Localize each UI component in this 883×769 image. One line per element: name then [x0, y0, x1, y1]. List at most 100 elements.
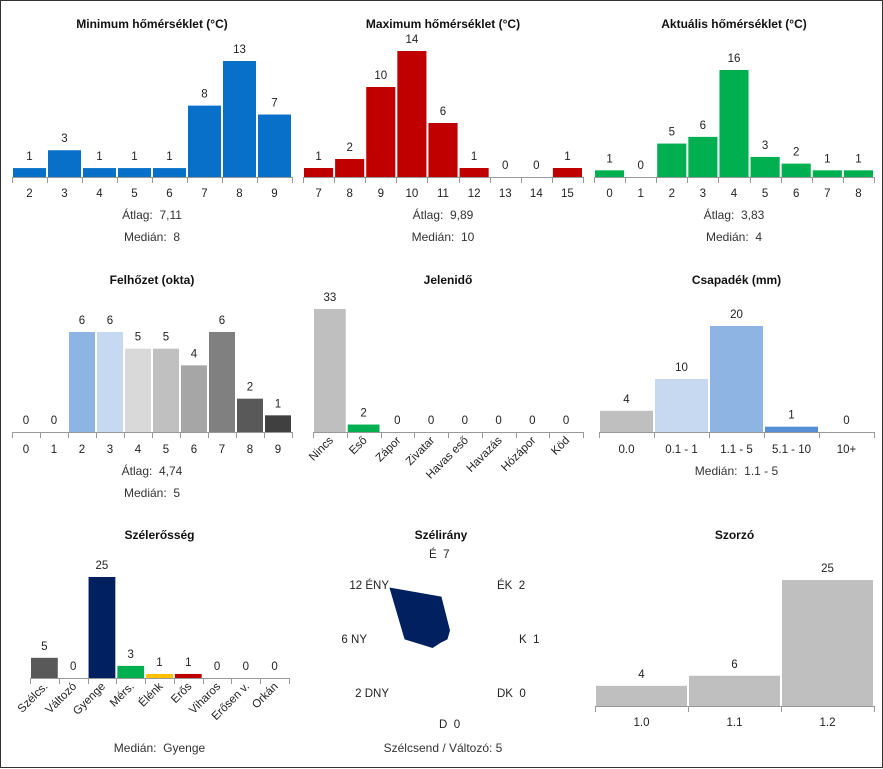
precip-stat-0: Medián: 1.1 - 5: [695, 464, 779, 478]
precip-tick-label-0: 0.0: [619, 444, 635, 456]
precip-title: Csapadék (mm): [692, 273, 781, 287]
max-temp-value-label-2: 10: [374, 70, 387, 82]
wind-dir-footer: Szélcsend / Változó: 5: [384, 741, 503, 755]
cur-temp-value-label-8: 1: [855, 153, 861, 165]
min-temp-stat-value: 8: [173, 230, 180, 244]
cloud-tick-label-9: 9: [275, 444, 281, 456]
wind-speed-bar-3: [117, 665, 145, 678]
precip-tick-label-3: 5.1 - 10: [772, 444, 811, 456]
precip-value-label-3: 1: [788, 410, 794, 422]
wind-dir-dir-4: D 0: [439, 719, 460, 731]
wind-dir-dir-label: D: [439, 719, 454, 731]
weather-tick-label-0: Nincs: [307, 434, 336, 463]
cur-temp-value-label-6: 2: [793, 147, 799, 159]
wind-speed-value-label-7: 0: [243, 661, 249, 673]
min-temp-stat-value: 7,11: [159, 208, 182, 222]
wind-speed-value-label-6: 0: [214, 661, 220, 673]
weather-value-label-1: 2: [360, 408, 366, 420]
wind-speed-value-label-8: 0: [271, 661, 277, 673]
max-temp-chart: Maximum hőmérséklet (°C)1728109141061111…: [303, 17, 584, 244]
min-temp-tick-label-6: 8: [236, 188, 242, 200]
max-temp-stat-value: 10: [461, 230, 475, 244]
weather-tick-label-5: Havazás: [465, 434, 505, 474]
precip-bar-1: [655, 379, 708, 432]
cloud-tick-label-7: 7: [219, 444, 225, 456]
precip-stat-label: Medián:: [695, 464, 744, 478]
weather-value-label-6: 0: [529, 415, 535, 427]
max-temp-bar-4: [428, 123, 458, 177]
wind-dir-dir-value: 1: [533, 634, 539, 646]
cur-temp-title: Aktuális hőmérséklet (°C): [661, 17, 807, 31]
wind-speed-value-label-5: 1: [185, 657, 191, 669]
weather-tick-label-1: Eső: [347, 435, 370, 458]
wind-dir-dir-value: 2: [519, 580, 525, 592]
max-temp-value-label-0: 1: [315, 151, 321, 163]
wind-dir-dir-7: 12 ÉNY: [349, 579, 389, 592]
max-temp-tick-label-4: 11: [437, 188, 449, 200]
precip-stat-value: 1.1 - 5: [744, 464, 778, 478]
max-temp-value-label-6: 0: [502, 160, 508, 172]
cur-temp-tick-label-2: 2: [669, 188, 675, 200]
min-temp-value-label-0: 1: [26, 151, 32, 163]
wind-speed-tick-label-8: Orkán: [250, 681, 281, 712]
precip-tick-label-4: 10+: [837, 444, 857, 456]
min-temp-bar-5: [188, 105, 221, 177]
min-temp-tick-label-4: 6: [166, 188, 172, 200]
cur-temp-bar-2: [657, 143, 687, 177]
wind-dir-dir-value: 0: [519, 688, 525, 700]
multiplier-chart: Szorzó 4 1.0 6 1.1 25 1.2: [595, 528, 875, 729]
multiplier-bar-1: [689, 675, 780, 706]
cur-temp-bar-4: [719, 70, 749, 177]
wind-speed-tick-label-5: Erős: [169, 680, 194, 705]
max-temp-tick-label-8: 15: [561, 188, 574, 200]
max-temp-value-label-5: 1: [471, 151, 477, 163]
cur-temp-value-label-1: 0: [637, 160, 643, 172]
cur-temp-tick-label-3: 3: [700, 188, 706, 200]
wind-dir-dir-6: 6 NY: [341, 634, 367, 646]
wind-speed-bar-2: [88, 577, 116, 678]
cloud-bar-4: [125, 348, 151, 432]
wind-dir-dir-1: ÉK 2: [497, 579, 525, 592]
cur-temp-bar-3: [688, 136, 718, 177]
wind-dir-dir-label: ÉK: [497, 579, 519, 592]
cloud-tick-label-2: 2: [79, 444, 85, 456]
wind-dir-dir-value: 2: [355, 688, 365, 700]
cur-temp-value-label-7: 1: [824, 153, 830, 165]
min-temp-tick-label-7: 9: [271, 188, 277, 200]
cloud-value-label-8: 2: [247, 382, 253, 394]
wind-dir-dir-5: 2 DNY: [355, 688, 389, 700]
min-temp-bar-4: [153, 168, 186, 177]
wind-speed-stat-0: Medián: Gyenge: [114, 741, 206, 755]
cur-temp-stat-value: 3,83: [741, 208, 765, 222]
cloud-value-label-3: 6: [107, 315, 113, 327]
wind-dir-dir-value: 12: [349, 580, 365, 592]
cur-temp-bar-0: [595, 170, 625, 177]
cloud-title: Felhőzet (okta): [110, 273, 195, 287]
wind-speed-title: Szélerősség: [124, 528, 194, 542]
precip-tick-label-1: 0.1 - 1: [665, 444, 698, 456]
cur-temp-value-label-2: 5: [669, 127, 675, 139]
min-temp-bar-7: [258, 114, 291, 177]
cloud-chart: Felhőzet (okta) 0 0 0 1 6 2 6 3 5 4 5 5 4 6 6 7 2 8 1 9 Átlag…: [12, 273, 293, 500]
wind-dir-dir-label: DK: [497, 688, 519, 700]
wind-speed-value-label-4: 1: [156, 657, 162, 669]
cur-temp-value-label-4: 16: [728, 53, 741, 65]
cloud-value-label-1: 0: [51, 415, 57, 427]
max-temp-tick-label-3: 10: [405, 188, 418, 200]
cur-temp-bar-6: [781, 163, 811, 177]
wind-speed-tick-label-2: Gyenge: [71, 681, 108, 718]
cloud-stat-value: 5: [173, 486, 180, 500]
multiplier-tick-label-2: 1.2: [820, 717, 836, 729]
wind-dir-dir-3: DK 0: [497, 688, 526, 700]
wind-speed-value-label-2: 25: [96, 560, 109, 572]
wind-speed-tick-label-4: Élénk: [136, 680, 166, 710]
cur-temp-tick-label-7: 7: [824, 188, 830, 200]
cur-temp-tick-label-6: 6: [793, 188, 799, 200]
wind-dir-polygon: [389, 587, 451, 649]
max-temp-tick-label-5: 12: [468, 188, 481, 200]
wind-dir-dir-label: ÉNY: [365, 579, 389, 592]
cur-temp-stat-label: Medián:: [706, 230, 755, 244]
cloud-bar-5: [153, 348, 179, 432]
